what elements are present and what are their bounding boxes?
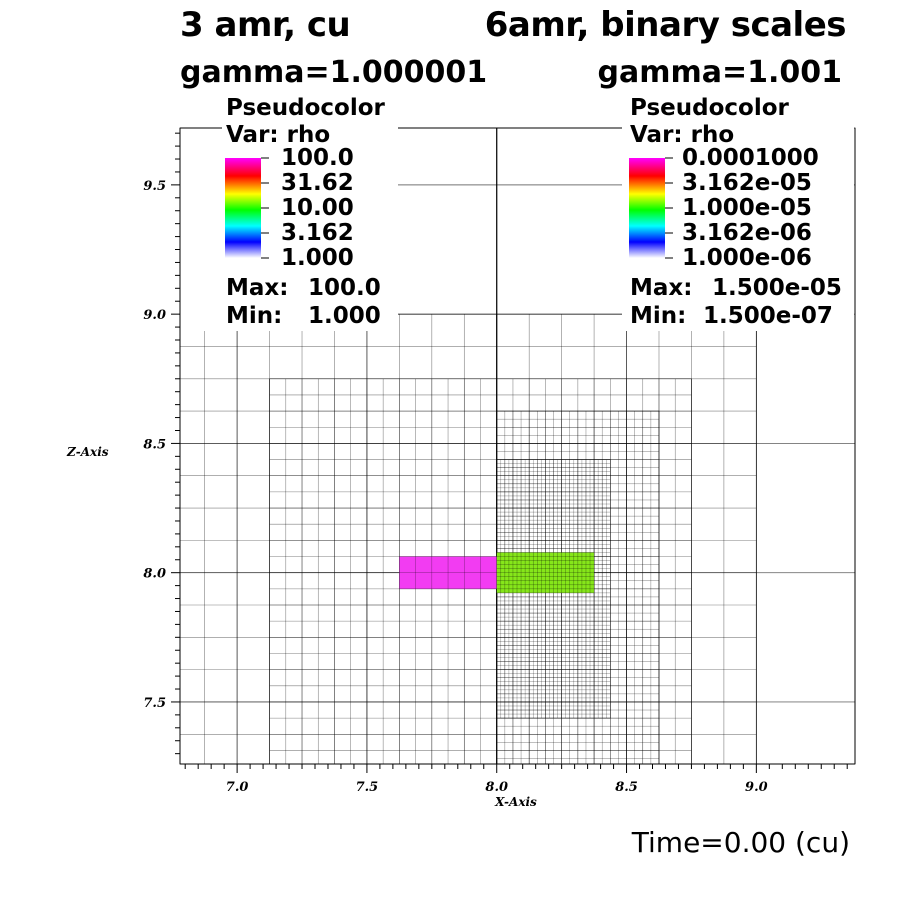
legend-right-tick-0: 0.0001000 bbox=[682, 145, 819, 171]
legend-right-tick-2: 1.000e-05 bbox=[682, 195, 812, 221]
legend-right-colorbar bbox=[629, 158, 665, 258]
right-subtitle: gamma=1.001 bbox=[597, 55, 842, 90]
legend-right-tick-4: 1.000e-06 bbox=[682, 245, 812, 271]
grid-left-level-1 bbox=[179, 313, 498, 765]
legend-left-min-label: Min: bbox=[226, 303, 283, 329]
region-right-density bbox=[496, 552, 595, 594]
legend-right-max-value: 1.500e-05 bbox=[712, 275, 842, 301]
legend-left-colorbar bbox=[225, 158, 261, 258]
right-title: 6amr, binary scales bbox=[484, 5, 847, 45]
x-tick-label: 7.5 bbox=[356, 780, 379, 795]
legend-right-min-label: Min: bbox=[630, 303, 687, 329]
x-tick-label: 8.0 bbox=[485, 780, 508, 795]
legend-left-tick-2: 10.00 bbox=[281, 195, 354, 221]
x-tick-label: 7.0 bbox=[226, 780, 249, 795]
legend-right-tick-3: 3.162e-06 bbox=[682, 220, 812, 246]
density-regions bbox=[399, 552, 595, 594]
y-tick-label: 9.0 bbox=[143, 308, 166, 323]
y-axis-label: Z-Axis bbox=[66, 445, 109, 459]
x-axis-label: X-Axis bbox=[494, 795, 537, 809]
legend-left-max-value: 100.0 bbox=[308, 275, 381, 301]
legend-left-tick-0: 100.0 bbox=[281, 145, 354, 171]
legend-left-tick-4: 1.000 bbox=[281, 245, 354, 271]
plot-frame bbox=[179, 127, 856, 765]
region-left-high-density bbox=[399, 556, 497, 590]
x-tick-label: 8.5 bbox=[615, 780, 638, 795]
legend-right-type: Pseudocolor bbox=[630, 95, 789, 121]
legend-right-tick-1: 3.162e-05 bbox=[682, 170, 812, 196]
legend-left-max-label: Max: bbox=[226, 275, 289, 301]
x-tick-label: 9.0 bbox=[745, 780, 768, 795]
grid-boundary bbox=[179, 313, 498, 765]
legend-left-tick-3: 3.162 bbox=[281, 220, 354, 246]
y-tick-label: 7.5 bbox=[143, 696, 166, 711]
legend-left-var: Var: rho bbox=[226, 122, 331, 148]
legend-left-type: Pseudocolor bbox=[226, 95, 385, 121]
y-tick-label: 9.5 bbox=[143, 179, 166, 194]
legend-left-min-value: 1.000 bbox=[308, 303, 381, 329]
axis-ticks: 7.0 7.5 8.0 8.5 9.0 7.5 8.0 8.5 9.0 9.5 X-Axis Z-Ax… bbox=[66, 132, 848, 809]
legend-right-max-label: Max: bbox=[630, 275, 693, 301]
legend-right-var: Var: rho bbox=[630, 122, 735, 148]
y-tick-label: 8.0 bbox=[143, 567, 166, 582]
y-tick-label: 8.5 bbox=[143, 437, 166, 452]
region-cells bbox=[496, 552, 595, 594]
left-title: 3 amr, cu bbox=[180, 5, 351, 45]
legend-left-background bbox=[180, 97, 398, 331]
left-subtitle: gamma=1.000001 bbox=[180, 55, 488, 90]
time-label: Time=0.00 (cu) bbox=[631, 826, 850, 859]
legend-left-tick-1: 31.62 bbox=[281, 170, 354, 196]
legend-right-min-value: 1.500e-07 bbox=[703, 303, 833, 329]
